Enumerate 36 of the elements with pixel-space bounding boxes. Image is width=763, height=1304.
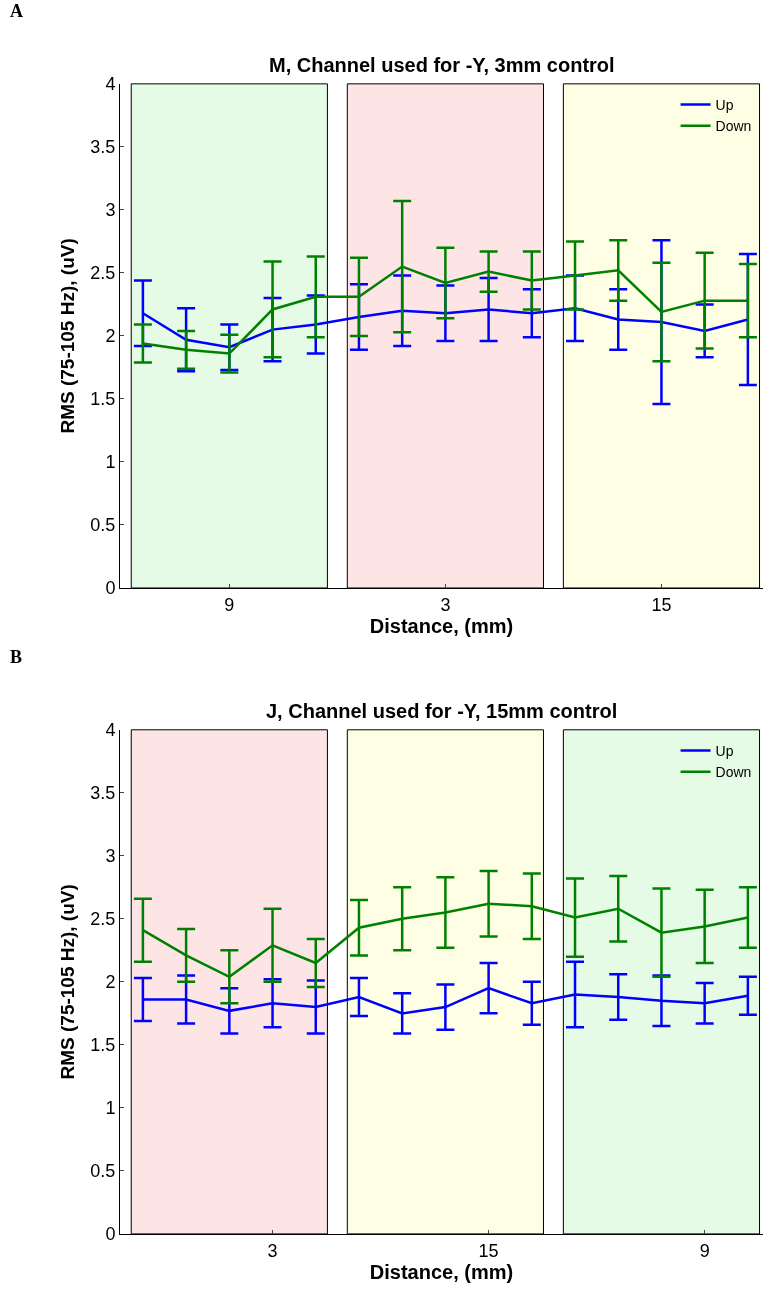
text: B: [10, 647, 23, 667]
y-tick-label: 0: [105, 578, 116, 599]
y-tick-label: 4: [105, 74, 116, 95]
x-tick-label: 9: [224, 594, 235, 615]
x-axis-title: Distance, (mm): [369, 614, 514, 637]
legend-label: Up: [715, 742, 734, 759]
x-tick-label: 9: [699, 1240, 710, 1261]
y-tick-label: 0: [105, 1224, 116, 1245]
x-tick-label: 15: [478, 1240, 499, 1261]
y-axis-title: RMS (75-105 Hz), (uV): [57, 884, 79, 1080]
y-tick-label: 1.5: [90, 389, 116, 410]
y-tick-label: 0.5: [90, 1161, 116, 1182]
y-tick-label: 1: [105, 452, 116, 473]
chart-title: J, Channel used for -Y, 15mm control: [266, 700, 618, 722]
text: A: [10, 1, 23, 21]
y-tick-label: 4: [105, 720, 116, 741]
legend-label: Up: [715, 96, 734, 113]
y-tick-label: 1: [105, 1098, 116, 1119]
y-tick-label: 3: [105, 200, 116, 221]
x-tick-label: 3: [440, 594, 451, 615]
x-tick-label: 15: [651, 594, 672, 615]
y-tick-label: 3: [105, 846, 116, 867]
y-tick-label: 2: [105, 326, 116, 347]
y-tick-label: 2.5: [90, 909, 116, 930]
y-axis-title: RMS (75-105 Hz), (uV): [57, 238, 79, 434]
chart-title: M, Channel used for -Y, 3mm control: [269, 54, 615, 76]
legend-label: Down: [715, 764, 752, 781]
y-tick-label: 2: [105, 972, 116, 993]
y-tick-label: 1.5: [90, 1035, 116, 1056]
y-tick-label: 3.5: [90, 783, 116, 804]
x-tick-label: 3: [267, 1240, 278, 1261]
legend-label: Down: [715, 118, 752, 135]
y-tick-label: 3.5: [90, 137, 116, 158]
x-axis-title: Distance, (mm): [369, 1260, 514, 1283]
y-tick-label: 0.5: [90, 515, 116, 536]
y-tick-label: 2.5: [90, 263, 116, 284]
